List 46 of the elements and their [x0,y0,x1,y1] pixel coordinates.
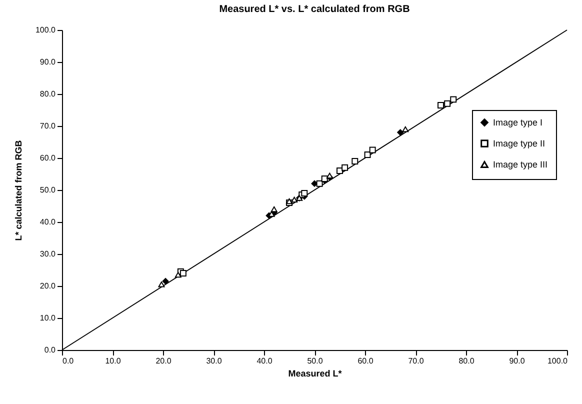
y-tick-label: 90.0 [40,58,56,66]
x-tick-label: 30.0 [206,356,222,366]
point [180,270,186,276]
x-tick-label: 90.0 [509,356,526,366]
point [326,172,333,178]
x-axis-title: Measured L* [288,368,342,378]
point [364,152,371,158]
y-tick-label: 30.0 [40,250,56,258]
x-tick-label: 50.0 [307,356,324,366]
point [352,158,358,164]
x-tick-label: 100.0 [547,356,568,366]
y-tick-label: 60.0 [40,154,56,162]
y-tick-label: 70.0 [40,122,56,130]
point [397,129,404,136]
legend-label: Image type III [493,160,548,170]
point [158,282,165,288]
point [162,278,169,284]
point [342,164,348,171]
x-tick-label: 20.0 [156,356,172,366]
y-tick-label: 80.0 [40,90,56,98]
y-tick-label: 20.0 [40,282,56,290]
point [174,272,182,278]
x-tick-label: 40.0 [256,356,273,366]
point [336,168,343,174]
point [444,100,451,107]
y-tick-label: 100.0 [35,26,56,34]
y-tick-label: 50.0 [40,186,56,194]
x-tick-label: 80.0 [458,356,475,366]
point [316,180,323,187]
x-tick-label: 60.0 [358,356,374,366]
legend-label: Image type II [493,138,546,148]
legend-label: Image type I [493,118,543,128]
point [270,206,278,212]
point [402,126,409,132]
y-axis-title: L* calculated from RGB [13,140,24,241]
y-tick-label: 40.0 [40,218,56,226]
x-tick-label: 10.0 [105,356,122,366]
y-tick-label: 0.0 [44,346,56,354]
y-tick-label: 10.0 [40,314,56,322]
point [369,146,376,154]
point [438,102,444,108]
x-tick-label: 0.0 [62,356,74,366]
chart-title: Measured L* vs. L* calculated from RGB [219,4,410,15]
point [301,190,308,196]
x-tick-label: 70.0 [408,356,424,366]
point [450,96,457,103]
